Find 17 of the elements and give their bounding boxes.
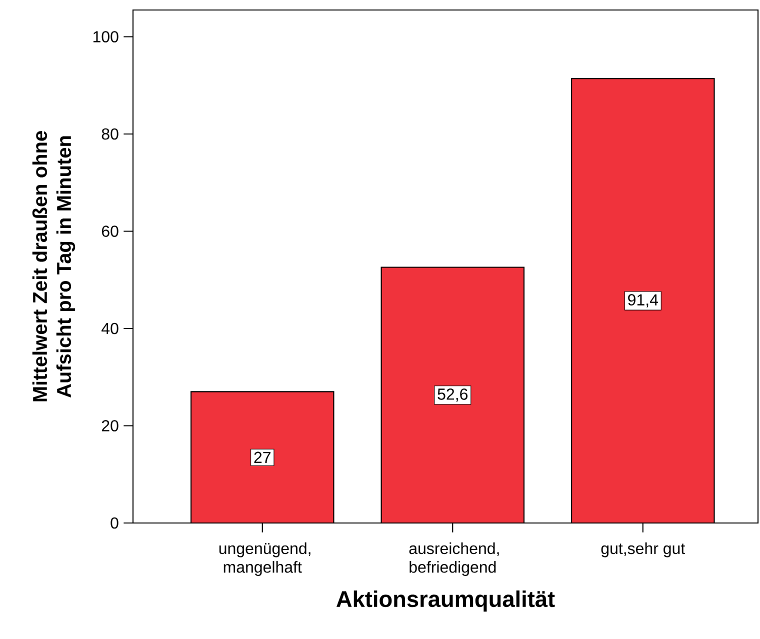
x-tick-label: ungenügend, mangelhaft xyxy=(219,542,310,576)
x-tick-label: gut,sehr gut xyxy=(601,542,686,558)
y-tick-label: 60 xyxy=(102,226,118,237)
data-label: 52,6 xyxy=(438,388,468,402)
y-tick-label: 100 xyxy=(93,31,118,42)
y-tick-label: 80 xyxy=(102,128,118,140)
bar xyxy=(380,266,525,523)
data-label: 27 xyxy=(254,452,270,463)
y-tick-label: 0 xyxy=(110,517,118,529)
bar xyxy=(190,391,334,523)
y-tick-label: 40 xyxy=(102,322,118,334)
bar xyxy=(571,78,715,523)
x-tick-label: ausreichend, befriedigend xyxy=(409,542,499,576)
y-tick-label: 20 xyxy=(102,420,118,432)
data-label: 91,4 xyxy=(628,294,658,308)
y-axis-title: Mittelwert Zeit draußen ohne Aufsicht pro Tag in Minuten xyxy=(32,131,76,402)
x-axis-title: Aktionsraumqualität xyxy=(336,590,555,612)
